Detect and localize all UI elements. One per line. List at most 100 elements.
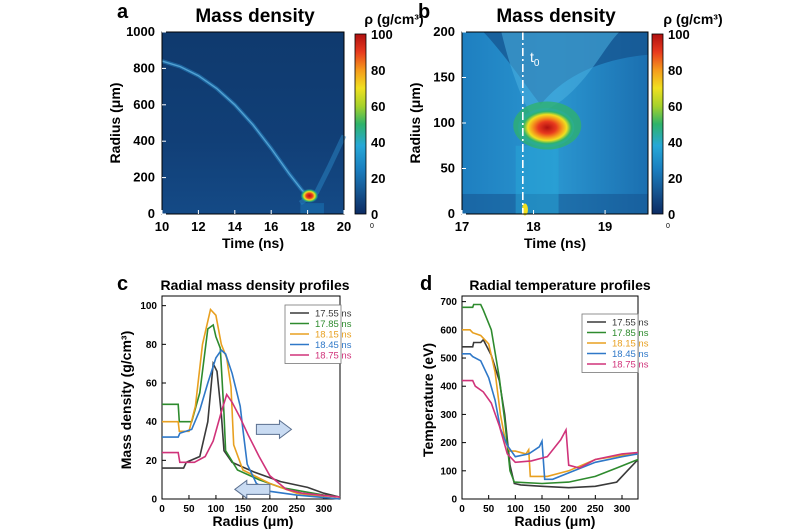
x-tick-label: 250: [289, 504, 306, 515]
panel-b-title: Mass density: [496, 6, 616, 27]
t0-annotation-letter: t: [530, 49, 534, 65]
y-tick-label: 200: [133, 170, 155, 185]
y-tick-label: 800: [133, 60, 155, 75]
x-tick-label: 200: [560, 504, 577, 515]
colorbar-a-minor-label: 0: [370, 223, 374, 230]
x-tick-label: 16: [264, 219, 278, 234]
colorbar-tick-label: 20: [371, 171, 385, 186]
y-tick-label: 300: [440, 410, 457, 421]
x-tick-label: 50: [183, 504, 195, 515]
colorbar-tick-label: 20: [668, 171, 682, 186]
y-tick-label: 400: [440, 382, 457, 393]
panel-letter-b: b: [418, 1, 430, 23]
y-tick-label: 150: [433, 70, 455, 85]
t0-annotation: t0: [530, 49, 540, 69]
arrow-right-icon: [255, 419, 293, 440]
x-tick-label: 14: [228, 219, 243, 234]
y-tick-label: 700: [440, 297, 457, 308]
series-line: [462, 352, 639, 481]
panel-a: a Mass density 10 12 14 16 18 200200400600800…: [107, 1, 424, 251]
y-tick-label: 100: [433, 115, 455, 130]
x-tick-label: 150: [534, 504, 551, 515]
plot-frame: [161, 295, 341, 500]
core-column: [300, 203, 324, 214]
colorbar-b: [652, 34, 663, 214]
shell-cone: [501, 32, 620, 119]
y-tick-label: 0: [451, 495, 457, 506]
y-tick-label: 600: [133, 97, 155, 112]
y-tick-label: 100: [440, 466, 457, 477]
y-tick-label: 400: [133, 133, 155, 148]
legend-entry: 18.45 ns: [612, 349, 649, 360]
heatmap-a-xlabel: Time (ns): [222, 235, 284, 251]
panel-letter-c: c: [117, 273, 128, 295]
legend-entry: 18.75 ns: [315, 351, 352, 362]
legend-entry: 18.75 ns: [612, 360, 649, 371]
series-line: [462, 303, 639, 485]
panel-d-plot: 0 50 100 150 200 250 300 0 100 200 300 400 500 600 700…: [440, 295, 649, 515]
y-tick-label: 60: [146, 379, 158, 390]
series-line: [462, 328, 639, 478]
panel-d-ylabel: Temperature (eV): [420, 343, 436, 457]
colorbar-tick-label: 40: [371, 135, 385, 150]
colorbar-tick-label: 100: [668, 27, 690, 42]
colorbar-b-ticks: 100 80 60 40 20 0: [651, 27, 690, 222]
y-tick-label: 100: [140, 301, 157, 312]
colorbar-b-label: ρ (g/cm³): [663, 11, 722, 27]
legend-entry: 17.85 ns: [315, 319, 352, 330]
panel-c: c Radial mass density profiles 0 50 100 150…: [117, 273, 352, 529]
x-tick-label: 300: [315, 504, 332, 515]
colorbar-tick-label: 60: [371, 99, 385, 114]
colorbar-a-ticks: 100 80 60 40 20 0: [354, 27, 393, 222]
x-tick-label: 0: [159, 504, 165, 515]
panel-c-plot: 0 50 100 150 200 250 300 0 20 40 60 80 100 17.55 ns17…: [140, 295, 352, 515]
heatmap-b-xlabel: Time (ns): [524, 235, 586, 251]
panel-c-xlabel: Radius (μm): [213, 513, 294, 529]
colorbar-tick-label: 40: [668, 135, 682, 150]
y-tick-label: 20: [146, 456, 158, 467]
x-tick-label: 300: [614, 504, 631, 515]
series-line: [162, 323, 341, 498]
x-tick-label: 100: [208, 504, 225, 515]
colorbar-tick-label: 100: [371, 27, 393, 42]
colorbar-tick-label: 60: [668, 99, 682, 114]
x-tick-label: 19: [598, 219, 612, 234]
density-peak: [514, 107, 575, 148]
y-tick-label: 1000: [126, 24, 155, 39]
t0-annotation-sub: 0: [534, 58, 540, 69]
x-tick-label: 250: [587, 504, 604, 515]
x-tick-label: 50: [483, 504, 495, 515]
legend-entry: 17.85 ns: [612, 328, 649, 339]
colorbar-tick-label: 80: [668, 63, 682, 78]
colorbar-frame: [651, 33, 664, 215]
x-tick-label: 17: [455, 219, 469, 234]
x-tick-label: 0: [459, 504, 465, 515]
x-tick-label: 10: [155, 219, 169, 234]
x-tick-label: 200: [262, 504, 279, 515]
y-tick-label: 200: [440, 438, 457, 449]
x-tick-label: 20: [337, 219, 351, 234]
colorbar-a: [355, 34, 366, 214]
x-tick-label: 12: [191, 219, 205, 234]
panel-d-title: Radial temperature profiles: [469, 277, 650, 293]
legend-entry: 17.55 ns: [612, 318, 649, 329]
heatmap-b-axes: 17 18 19 0 50 100 150 200: [433, 24, 649, 234]
y-tick-label: 600: [440, 325, 457, 336]
density-peak: [300, 188, 319, 203]
colorbar-tick-label: 0: [668, 207, 675, 222]
y-tick-label: 500: [440, 354, 457, 365]
panel-c-ylabel: Mass density (g/cm³): [118, 331, 134, 469]
heatmap-frame: [161, 31, 345, 215]
legend-entry: 18.45 ns: [315, 340, 352, 351]
legend-entry: 18.15 ns: [315, 330, 352, 341]
y-tick-label: 0: [448, 206, 455, 221]
panel-d: d Radial temperature profiles 0 50 100 150 2…: [420, 273, 651, 529]
y-tick-label: 40: [146, 417, 158, 428]
legend-entry: 18.15 ns: [612, 339, 649, 350]
heatmap-b-features: [462, 32, 648, 216]
